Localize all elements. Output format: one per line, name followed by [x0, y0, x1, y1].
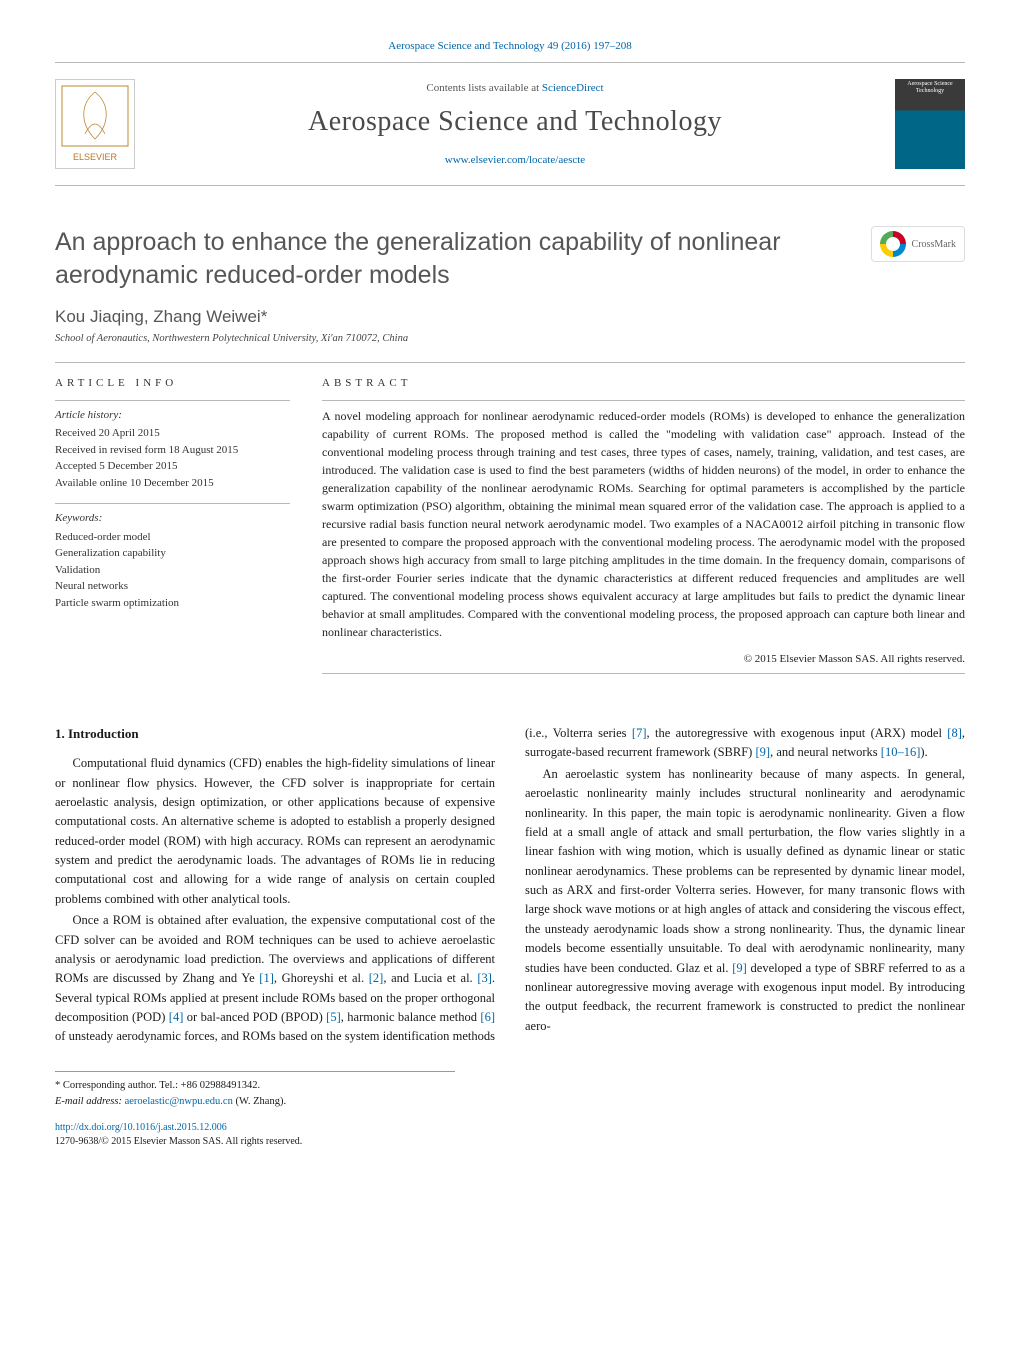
ref-link[interactable]: [1] — [259, 971, 274, 985]
ref-link[interactable]: [7] — [632, 726, 647, 740]
article-info-column: ARTICLE INFO Article history: Received 2… — [55, 375, 290, 680]
email-label: E-mail address: — [55, 1096, 122, 1107]
sciencedirect-link[interactable]: ScienceDirect — [542, 82, 604, 94]
ref-link[interactable]: [2] — [369, 971, 384, 985]
top-citation: Aerospace Science and Technology 49 (201… — [55, 40, 965, 52]
keywords-label: Keywords: — [55, 510, 290, 527]
ref-link[interactable]: [4] — [169, 1010, 184, 1024]
body-paragraph: An aeroelastic system has nonlinearity b… — [525, 765, 965, 1036]
rule-before-info — [55, 362, 965, 363]
body-text-span: ). — [920, 745, 927, 759]
contents-available: Contents lists available at ScienceDirec… — [147, 82, 883, 94]
doi-block: http://dx.doi.org/10.1016/j.ast.2015.12.… — [55, 1121, 965, 1149]
ref-link[interactable]: [9] — [732, 961, 747, 975]
email-line: E-mail address: aeroelastic@nwpu.edu.cn … — [55, 1094, 455, 1110]
abstract-heading: ABSTRACT — [322, 375, 965, 392]
authors-names: Kou Jiaqing, Zhang Weiwei — [55, 307, 261, 326]
ref-link[interactable]: [8] — [947, 726, 962, 740]
corr-text: Corresponding author. Tel.: +86 02988491… — [63, 1080, 260, 1091]
keyword: Particle swarm optimization — [55, 595, 290, 612]
corresponding-mark: * — [261, 307, 268, 326]
crossmark-label: CrossMark — [912, 239, 956, 250]
body-text-span: An aeroelastic system has nonlinearity b… — [525, 767, 965, 975]
rule-top — [55, 62, 965, 63]
email-link[interactable]: aeroelastic@nwpu.edu.cn — [125, 1096, 233, 1107]
issn-copyright: 1270-9638/© 2015 Elsevier Masson SAS. Al… — [55, 1136, 302, 1147]
body-text-span: or bal- — [183, 1010, 220, 1024]
affiliation: School of Aeronautics, Northwestern Poly… — [55, 333, 965, 344]
body-text-span: , harmonic balance method — [341, 1010, 481, 1024]
journal-url[interactable]: www.elsevier.com/locate/aescte — [147, 154, 883, 166]
publisher-logo-text: ELSEVIER — [73, 152, 118, 162]
body-paragraph: Computational fluid dynamics (CFD) enabl… — [55, 754, 495, 909]
body-text-span: , Ghoreyshi et al. — [274, 971, 369, 985]
body-text: 1. Introduction Computational fluid dyna… — [55, 724, 965, 1047]
corresponding-note: * Corresponding author. Tel.: +86 029884… — [55, 1078, 455, 1094]
history-line: Available online 10 December 2015 — [55, 475, 290, 492]
email-suffix: (W. Zhang). — [233, 1096, 286, 1107]
article-info-heading: ARTICLE INFO — [55, 375, 290, 392]
history-line: Received in revised form 18 August 2015 — [55, 442, 290, 459]
body-text-span: anced POD (BPOD) — [220, 1010, 326, 1024]
authors: Kou Jiaqing, Zhang Weiwei* — [55, 307, 965, 327]
history-line: Received 20 April 2015 — [55, 425, 290, 442]
keyword: Neural networks — [55, 578, 290, 595]
ref-link[interactable]: [5] — [326, 1010, 341, 1024]
ref-link[interactable]: [9] — [755, 745, 770, 759]
body-text-span: , and neural networks — [770, 745, 881, 759]
crossmark-badge[interactable]: CrossMark — [871, 226, 965, 262]
section-heading: 1. Introduction — [55, 724, 495, 744]
keyword: Generalization capability — [55, 545, 290, 562]
keyword: Validation — [55, 562, 290, 579]
crossmark-icon — [880, 231, 906, 257]
publisher-logo: ELSEVIER — [55, 79, 135, 169]
rule-masthead-bottom — [55, 185, 965, 186]
footnotes: * Corresponding author. Tel.: +86 029884… — [55, 1071, 455, 1110]
journal-name: Aerospace Science and Technology — [147, 106, 883, 138]
article-title: An approach to enhance the generalizatio… — [55, 226, 851, 291]
ref-link[interactable]: [10–16] — [881, 745, 921, 759]
doi-link[interactable]: http://dx.doi.org/10.1016/j.ast.2015.12.… — [55, 1122, 227, 1133]
cover-label: Aerospace Science Technology — [897, 81, 963, 94]
history-label: Article history: — [55, 407, 290, 424]
keyword: Reduced-order model — [55, 529, 290, 546]
masthead: ELSEVIER Contents lists available at Sci… — [55, 67, 965, 181]
abstract-column: ABSTRACT A novel modeling approach for n… — [322, 375, 965, 680]
body-text-span: , and Lucia et al. — [383, 971, 477, 985]
abstract-text: A novel modeling approach for nonlinear … — [322, 407, 965, 641]
journal-cover-thumb: Aerospace Science Technology — [895, 79, 965, 169]
history-line: Accepted 5 December 2015 — [55, 458, 290, 475]
ref-link[interactable]: [3] — [477, 971, 492, 985]
body-text-span: , the autoregressive with exogenous inpu… — [646, 726, 947, 740]
contents-prefix: Contents lists available at — [426, 82, 541, 94]
ref-link[interactable]: [6] — [480, 1010, 495, 1024]
abstract-copyright: © 2015 Elsevier Masson SAS. All rights r… — [322, 651, 965, 668]
